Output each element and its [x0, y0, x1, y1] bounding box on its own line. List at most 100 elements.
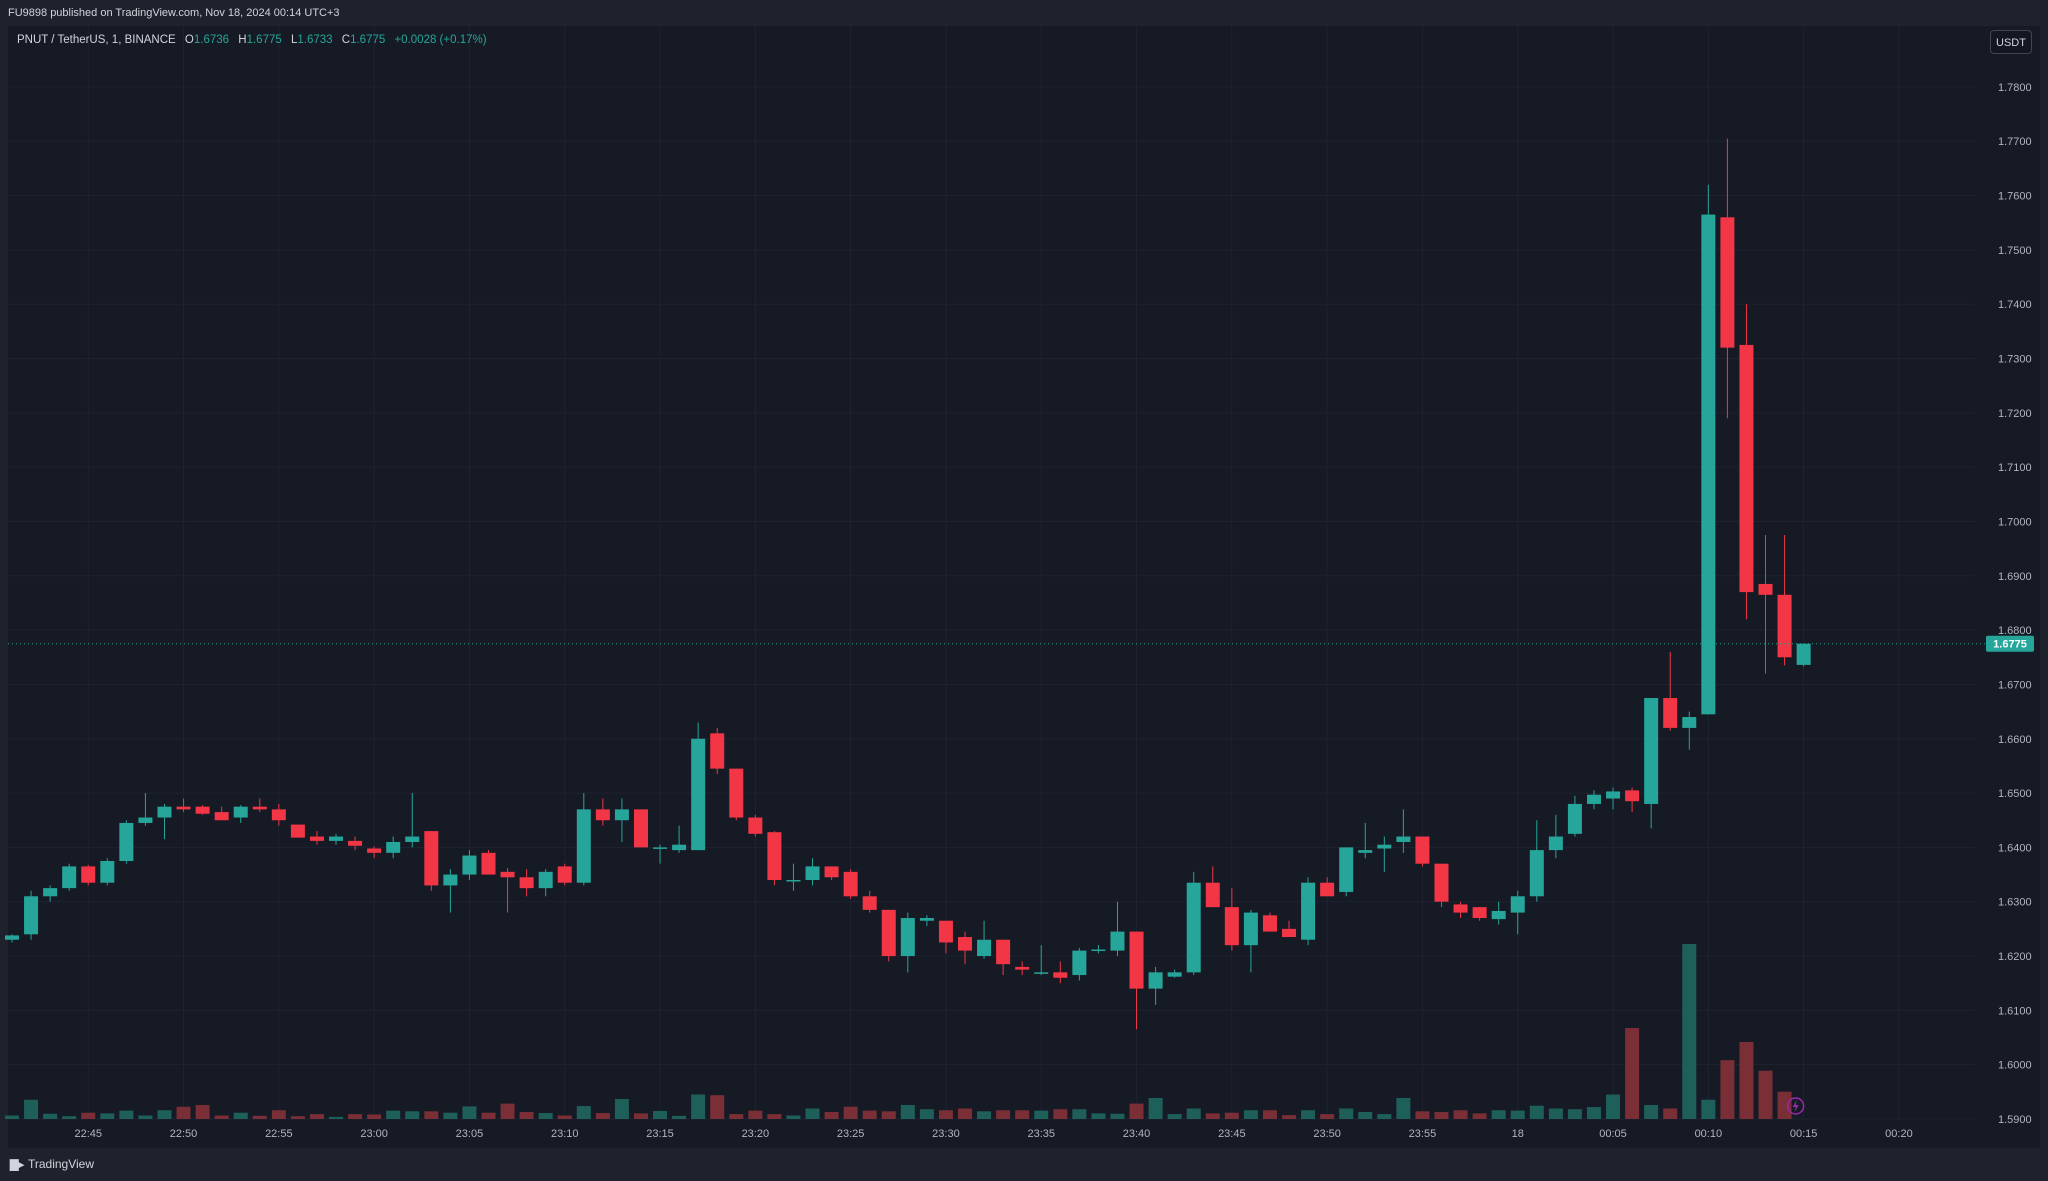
volume-bar	[271, 1110, 286, 1119]
volume-bar	[1510, 1110, 1525, 1119]
time-axis: 22:45 22:50 22:55 23:00 23:05 23:10 23:15 23:20…	[74, 1128, 1912, 1140]
price-tick-label: 1.6600	[1998, 734, 2032, 746]
candle-body	[1167, 972, 1182, 977]
price-tick-label: 1.7000	[1998, 516, 2032, 528]
time-tick-label: 23:10	[551, 1128, 579, 1140]
brand-name: TradingView	[27, 1157, 95, 1171]
candle-body	[214, 812, 229, 821]
volume-bar	[233, 1112, 248, 1119]
price-tick-label: 1.6800	[1998, 625, 2032, 637]
volume-bar	[958, 1108, 972, 1119]
time-tick-label: 23:35	[1027, 1128, 1055, 1140]
header-bar: FU9898 published on TradingView.com, Nov…	[0, 0, 2048, 26]
volume-bar	[309, 1114, 324, 1119]
candle-body	[1510, 896, 1525, 913]
lightning-glyph	[1792, 1100, 1799, 1112]
volume-bar	[1091, 1113, 1106, 1119]
volume-bar	[1015, 1110, 1030, 1119]
change-value: +0.0028 (+0.17%)	[394, 34, 487, 46]
close-label: C	[341, 34, 351, 46]
volume-bar	[614, 1099, 629, 1119]
volume-bar	[633, 1113, 648, 1119]
candle-body	[1091, 949, 1106, 952]
volume-bar	[405, 1111, 420, 1119]
volume-bar	[100, 1113, 115, 1119]
symbol-name[interactable]: PNUT / TetherUS, 1, BINANCE	[17, 34, 176, 46]
currency-button[interactable]: USDT	[1990, 30, 2032, 54]
candle-body	[938, 920, 953, 943]
time-tick-label: 23:05	[456, 1128, 484, 1140]
volume-bar	[443, 1112, 458, 1119]
price-tick-label: 1.6900	[1998, 571, 2032, 583]
time-tick-label: 23:40	[1123, 1128, 1151, 1140]
candle-body	[1186, 882, 1201, 973]
volume-bar	[1282, 1115, 1297, 1119]
volume-bar	[1453, 1110, 1468, 1119]
volume-bar	[977, 1111, 992, 1119]
candle-body	[1644, 698, 1659, 804]
tradingview-logo-icon: ▇▸	[10, 1159, 24, 1171]
price-tick-label: 1.7500	[1998, 245, 2032, 257]
volume-bar	[1320, 1114, 1335, 1119]
price-tick-label: 1.6200	[1998, 951, 2032, 963]
candle-body	[1701, 214, 1716, 715]
volume-bar	[748, 1110, 763, 1119]
volume-bar	[1301, 1110, 1316, 1119]
publish-info: FU9898 published on TradingView.com, Nov…	[8, 7, 340, 19]
price-tick-label: 1.7600	[1998, 191, 2032, 203]
volume-bar	[1186, 1108, 1201, 1119]
candle-body	[1548, 836, 1563, 851]
low-label: L	[290, 34, 298, 46]
price-tick-label: 1.5900	[1998, 1114, 2032, 1126]
volume-bar	[1205, 1113, 1220, 1119]
volume-bar	[329, 1116, 344, 1119]
candle-body	[386, 841, 401, 853]
volume-bar	[1396, 1098, 1411, 1119]
candle-body	[481, 852, 496, 875]
candle-body	[900, 918, 915, 957]
candle-body	[595, 809, 610, 821]
candles	[5, 138, 1811, 1030]
high-value: 1.6775	[246, 34, 282, 46]
last-price-label: 1.6775	[1993, 639, 2027, 651]
footer-bar	[0, 1148, 2048, 1181]
candle-body	[43, 888, 58, 897]
volume-bar	[386, 1110, 401, 1119]
volume-bar	[138, 1115, 153, 1119]
candle-body	[691, 738, 706, 851]
volume-bar	[24, 1099, 39, 1119]
volume-bar	[1758, 1070, 1773, 1119]
volume-bar	[1053, 1109, 1068, 1119]
candle-body	[5, 935, 19, 940]
candle-body	[1720, 217, 1735, 348]
volume-bar	[176, 1106, 191, 1119]
price-tick-label: 1.7800	[1998, 82, 2032, 94]
candle-body	[1015, 966, 1030, 970]
candle-body	[1796, 643, 1811, 665]
candle-body	[1205, 882, 1220, 908]
volume-bar	[1548, 1108, 1563, 1119]
candle-body	[748, 817, 763, 834]
last-price-tag	[1986, 635, 2034, 652]
volume-bar	[62, 1116, 77, 1119]
candle-body	[100, 860, 115, 883]
candle-body	[405, 836, 420, 842]
candle-body	[958, 937, 972, 951]
candle-body	[271, 809, 286, 821]
time-tick-label: 22:50	[170, 1128, 198, 1140]
candle-body	[1606, 791, 1621, 799]
candle-body	[119, 822, 134, 861]
volume-bar	[157, 1110, 172, 1119]
volume-bar	[1529, 1105, 1544, 1119]
brand[interactable]: ▇▸ TradingView	[10, 1157, 94, 1171]
candle-body	[500, 871, 515, 878]
time-tick-label: 23:15	[646, 1128, 674, 1140]
chart-area[interactable]	[8, 26, 2040, 1148]
volume-bar	[1739, 1042, 1754, 1119]
volume-bar	[1377, 1114, 1392, 1119]
candle-body	[1110, 931, 1125, 951]
volume-bar	[1167, 1114, 1182, 1119]
volume-bar	[500, 1103, 515, 1119]
close-value: 1.6775	[350, 34, 386, 46]
